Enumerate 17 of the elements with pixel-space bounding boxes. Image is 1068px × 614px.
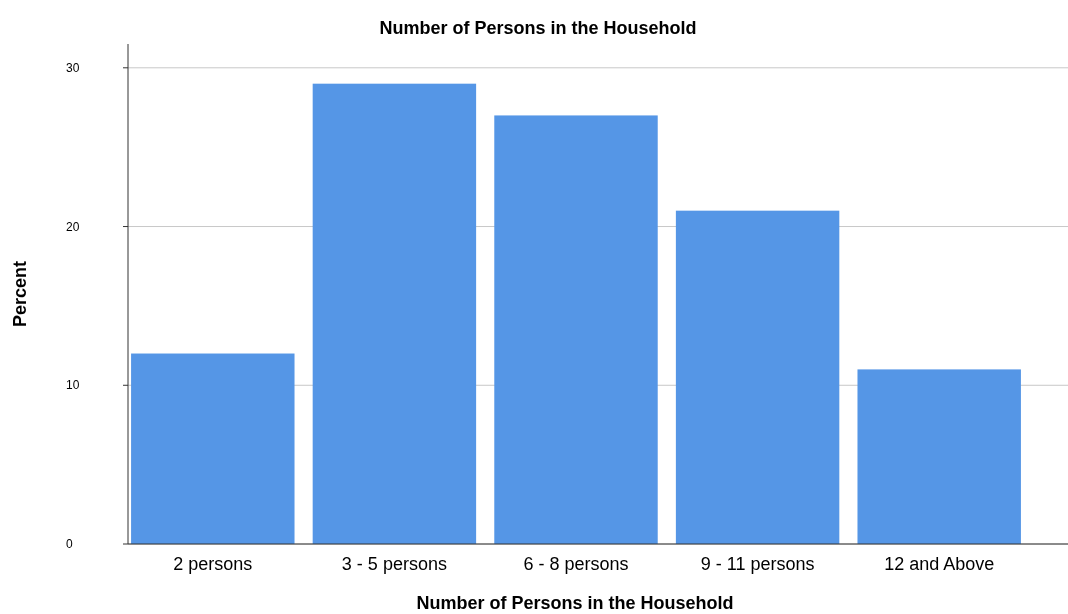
y-tick-label: 10: [66, 378, 80, 393]
bar: [675, 210, 840, 544]
y-axis-title: Percent: [10, 260, 30, 328]
bar: [857, 369, 1021, 544]
y-tick-label: 0: [66, 537, 73, 552]
bar: [494, 115, 658, 544]
x-tick-label: 3 - 5 persons: [341, 554, 447, 574]
x-axis-title: Number of Persons in the Household: [416, 593, 734, 613]
y-tick-label: 20: [66, 219, 80, 234]
x-tick-label: 6 - 8 persons: [523, 554, 629, 574]
x-tick-label: 9 - 11 persons: [700, 554, 815, 574]
chart-title: Number of Persons in the Household: [379, 18, 697, 38]
bar: [131, 353, 295, 544]
x-tick-label: 2 persons: [173, 554, 253, 574]
y-tick-label: 30: [66, 61, 80, 76]
x-tick-label: 12 and Above: [884, 554, 995, 574]
bar: [312, 83, 477, 544]
